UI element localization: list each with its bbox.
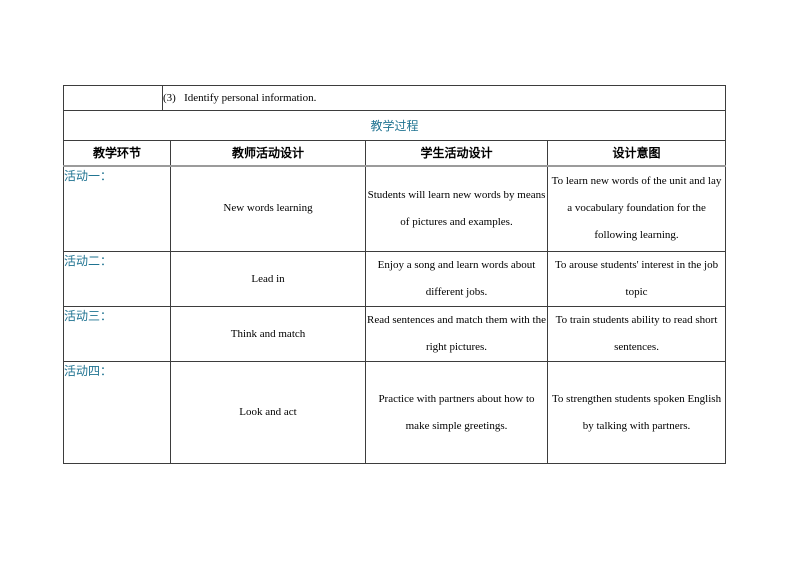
objective-row: (3) Identify personal information. [63, 85, 727, 111]
teacher-activity: New words learning [170, 165, 366, 252]
stage-label: 活动二： [63, 251, 171, 307]
table-row-activity-2: 活动二： Lead in Enjoy a song and learn word… [63, 251, 727, 307]
stage-label: 活动一： [63, 165, 171, 252]
design-intent: To train students ability to read short … [546, 306, 727, 362]
stage-label: 活动三： [63, 306, 171, 362]
student-activity: Enjoy a song and learn words about diffe… [365, 251, 548, 307]
col-header-intent: 设计意图 [546, 140, 727, 167]
student-activity: Read sentences and match them with the r… [365, 306, 548, 362]
table-row-activity-1: 活动一： New words learning Students will le… [63, 165, 727, 252]
teacher-activity: Lead in [170, 251, 366, 307]
objective-empty-cell [63, 85, 163, 111]
table-header-row: 教学环节 教师活动设计 学生活动设计 设计意图 [63, 140, 727, 167]
section-title: 教学过程 [62, 110, 727, 141]
student-activity: Practice with partners about how to make… [365, 361, 548, 464]
design-intent: To arouse students' interest in the job … [546, 251, 727, 307]
table-row-activity-4: 活动四： Look and act Practice with partners… [63, 361, 727, 464]
section-title-row: 教学过程 [62, 110, 727, 141]
design-intent: To learn new words of the unit and lay a… [546, 165, 727, 252]
col-header-teacher: 教师活动设计 [170, 140, 366, 167]
design-intent: To strengthen students spoken English by… [546, 361, 727, 464]
col-header-stage: 教学环节 [63, 140, 171, 167]
col-header-student: 学生活动设计 [365, 140, 548, 167]
objective-text: (3) Identify personal information. [161, 85, 727, 111]
teacher-activity: Look and act [170, 361, 366, 464]
student-activity: Students will learn new words by means o… [365, 165, 548, 252]
teacher-activity: Think and match [170, 306, 366, 362]
lesson-plan-table: (3) Identify personal information. 教学过程 … [62, 85, 727, 464]
table-row-activity-3: 活动三： Think and match Read sentences and … [63, 306, 727, 362]
stage-label: 活动四： [63, 361, 171, 464]
